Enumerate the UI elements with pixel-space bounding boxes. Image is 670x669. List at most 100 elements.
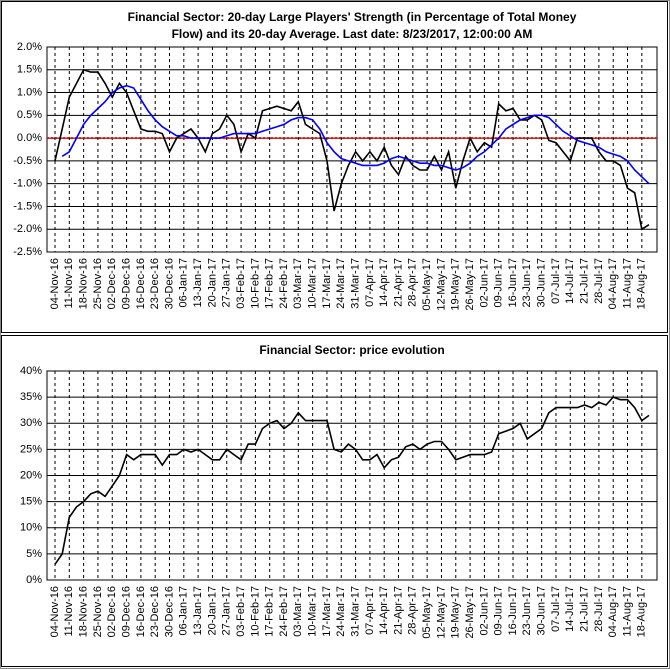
x-tick-label: 30-Dec-16 bbox=[163, 258, 175, 309]
chart-title: Financial Sector: 20-day Large Players' … bbox=[128, 10, 577, 24]
x-tick-label: 26-May-17 bbox=[464, 258, 476, 311]
y-tick-label: -2.0% bbox=[13, 223, 42, 235]
x-tick-label: 24-Feb-17 bbox=[278, 586, 290, 637]
x-tick-label: 28-Jul-17 bbox=[593, 258, 605, 304]
y-tick-label: 20% bbox=[20, 469, 42, 481]
x-tick-label: 18-Nov-16 bbox=[78, 586, 90, 637]
y-tick-label: -2.5% bbox=[13, 246, 42, 258]
x-tick-label: 02-Jun-17 bbox=[478, 586, 490, 636]
x-tick-label: 03-Feb-17 bbox=[235, 586, 247, 637]
x-tick-label: 11-Aug-17 bbox=[621, 586, 633, 637]
x-tick-label: 30-Dec-16 bbox=[163, 586, 175, 637]
x-tick-label: 17-Mar-17 bbox=[321, 258, 333, 309]
x-tick-label: 27-Jan-17 bbox=[221, 586, 233, 636]
y-tick-label: 35% bbox=[20, 391, 42, 403]
x-tick-label: 10-Feb-17 bbox=[249, 586, 261, 637]
x-tick-label: 16-Jun-17 bbox=[507, 258, 519, 308]
x-tick-label: 20-Jan-17 bbox=[206, 586, 218, 636]
y-tick-label: 0.0% bbox=[17, 132, 42, 144]
x-tick-label: 18-Aug-17 bbox=[636, 586, 648, 637]
x-tick-label: 02-Dec-16 bbox=[106, 258, 118, 309]
x-tick-label: 09-Dec-16 bbox=[120, 586, 132, 637]
panel-frame bbox=[1, 1, 668, 333]
x-tick-label: 09-Dec-16 bbox=[120, 258, 132, 309]
x-tick-label: 16-Dec-16 bbox=[135, 586, 147, 637]
x-tick-label: 21-Jul-17 bbox=[578, 258, 590, 304]
x-tick-label: 31-Mar-17 bbox=[349, 258, 361, 309]
panel-frame bbox=[1, 335, 668, 667]
x-tick-label: 30-Jun-17 bbox=[536, 258, 548, 308]
x-tick-label: 26-May-17 bbox=[464, 586, 476, 639]
x-tick-label: 28-Apr-17 bbox=[407, 258, 419, 307]
x-tick-label: 12-May-17 bbox=[435, 586, 447, 639]
x-tick-label: 04-Nov-16 bbox=[49, 586, 61, 637]
x-tick-label: 19-May-17 bbox=[450, 586, 462, 639]
x-tick-label: 07-Apr-17 bbox=[364, 586, 376, 635]
x-tick-label: 06-Jan-17 bbox=[178, 586, 190, 636]
x-tick-label: 23-Jun-17 bbox=[521, 586, 533, 636]
x-tick-label: 04-Nov-16 bbox=[49, 258, 61, 309]
plot-area bbox=[46, 46, 658, 253]
x-tick-label: 23-Jun-17 bbox=[521, 258, 533, 308]
x-tick-label: 10-Mar-17 bbox=[307, 258, 319, 309]
y-tick-label: 0% bbox=[26, 574, 42, 586]
x-tick-label: 23-Dec-16 bbox=[149, 586, 161, 637]
x-tick-label: 07-Apr-17 bbox=[364, 258, 376, 307]
x-tick-label: 11-Nov-16 bbox=[63, 258, 75, 309]
x-tick-label: 24-Mar-17 bbox=[335, 258, 347, 309]
x-tick-label: 19-May-17 bbox=[450, 258, 462, 311]
x-tick-label: 27-Jan-17 bbox=[221, 258, 233, 308]
y-tick-label: -1.5% bbox=[13, 200, 42, 212]
x-tick-label: 10-Feb-17 bbox=[249, 258, 261, 309]
y-tick-label: 15% bbox=[20, 496, 42, 508]
x-tick-label: 24-Feb-17 bbox=[278, 258, 290, 309]
line-series bbox=[54, 396, 650, 565]
y-tick-label: 10% bbox=[20, 522, 42, 534]
x-tick-label: 07-Jul-17 bbox=[550, 258, 562, 304]
x-tick-label: 17-Feb-17 bbox=[264, 586, 276, 637]
x-tick-label: 17-Mar-17 bbox=[321, 586, 333, 637]
x-tick-label: 09-Jun-17 bbox=[493, 586, 505, 636]
x-tick-label: 03-Mar-17 bbox=[292, 586, 304, 637]
y-tick-label: 30% bbox=[20, 417, 42, 429]
x-tick-label: 18-Nov-16 bbox=[78, 258, 90, 309]
x-tick-label: 14-Apr-17 bbox=[378, 258, 390, 307]
x-tick-label: 06-Jan-17 bbox=[178, 258, 190, 308]
y-tick-label: 0.5% bbox=[17, 109, 42, 121]
x-tick-label: 04-Aug-17 bbox=[607, 586, 619, 637]
x-tick-label: 21-Apr-17 bbox=[392, 586, 404, 635]
y-tick-label: -0.5% bbox=[13, 155, 42, 167]
x-tick-label: 12-May-17 bbox=[435, 258, 447, 311]
x-tick-label: 20-Jan-17 bbox=[206, 258, 218, 308]
x-tick-label: 23-Dec-16 bbox=[149, 258, 161, 309]
line-series bbox=[61, 84, 650, 185]
line-series bbox=[54, 68, 650, 231]
x-tick-label: 28-Apr-17 bbox=[407, 586, 419, 635]
x-tick-label: 16-Dec-16 bbox=[135, 258, 147, 309]
y-tick-label: 5% bbox=[26, 548, 42, 560]
x-tick-label: 11-Nov-16 bbox=[63, 586, 75, 637]
x-tick-label: 21-Jul-17 bbox=[578, 586, 590, 632]
x-tick-label: 03-Mar-17 bbox=[292, 258, 304, 309]
x-tick-label: 25-Nov-16 bbox=[92, 586, 104, 637]
x-tick-label: 31-Mar-17 bbox=[349, 586, 361, 637]
x-tick-label: 05-May-17 bbox=[421, 258, 433, 311]
x-tick-label: 14-Apr-17 bbox=[378, 586, 390, 635]
x-tick-label: 07-Jul-17 bbox=[550, 586, 562, 632]
y-tick-label: 1.0% bbox=[17, 86, 42, 98]
x-tick-label: 02-Dec-16 bbox=[106, 586, 118, 637]
x-tick-label: 21-Apr-17 bbox=[392, 258, 404, 307]
y-tick-label: 25% bbox=[20, 443, 42, 455]
y-tick-label: 2.0% bbox=[17, 41, 42, 53]
x-tick-label: 02-Jun-17 bbox=[478, 258, 490, 308]
x-tick-label: 28-Jul-17 bbox=[593, 586, 605, 632]
x-tick-label: 24-Mar-17 bbox=[335, 586, 347, 637]
x-tick-label: 25-Nov-16 bbox=[92, 258, 104, 309]
y-tick-label: 40% bbox=[20, 365, 42, 377]
x-tick-label: 04-Aug-17 bbox=[607, 258, 619, 309]
x-tick-label: 03-Feb-17 bbox=[235, 258, 247, 309]
chart-title: Flow) and its 20-day Average. Last date:… bbox=[172, 27, 533, 41]
x-tick-label: 10-Mar-17 bbox=[307, 586, 319, 637]
y-tick-label: 1.5% bbox=[17, 64, 42, 76]
